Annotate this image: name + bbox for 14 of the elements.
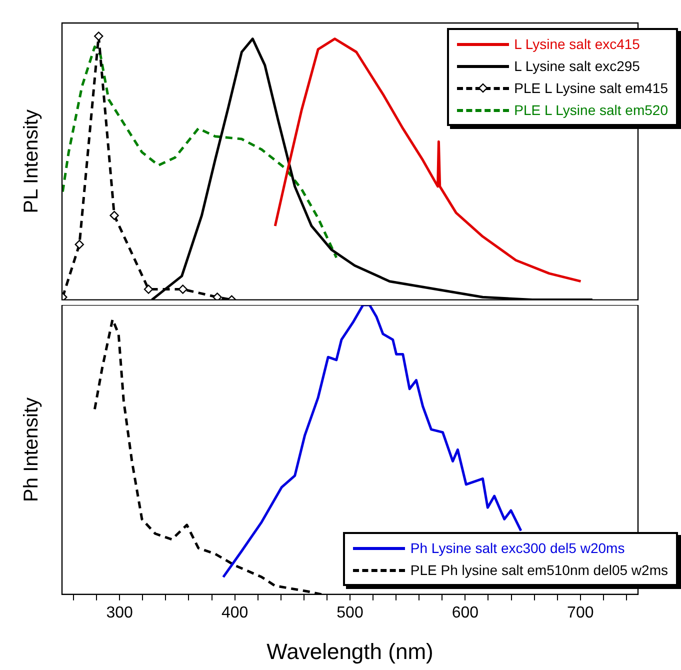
x-axis-title: Wavelength (nm): [266, 638, 434, 664]
legend-label: PLE L Lysine salt em415: [514, 80, 668, 96]
legend-label: L Lysine salt exc295: [514, 58, 640, 74]
legend-label: Ph Lysine salt exc300 del5 w20ms: [410, 540, 625, 556]
x-tick-label: 300: [106, 604, 134, 622]
x-tick-label: 700: [567, 604, 594, 622]
legend-label: PLE Ph lysine salt em510nm del05 w2ms: [410, 562, 668, 578]
x-tick-label: 400: [221, 604, 248, 622]
x-tick-label: 500: [336, 604, 364, 622]
y-axis-title: Ph Intensity: [20, 397, 43, 502]
legend-label: L Lysine salt exc415: [514, 36, 640, 52]
x-tick-label: 600: [452, 604, 479, 622]
y-axis-title: PL Intensity: [20, 110, 43, 214]
legend-label: PLE L Lysine salt em520: [514, 102, 668, 118]
